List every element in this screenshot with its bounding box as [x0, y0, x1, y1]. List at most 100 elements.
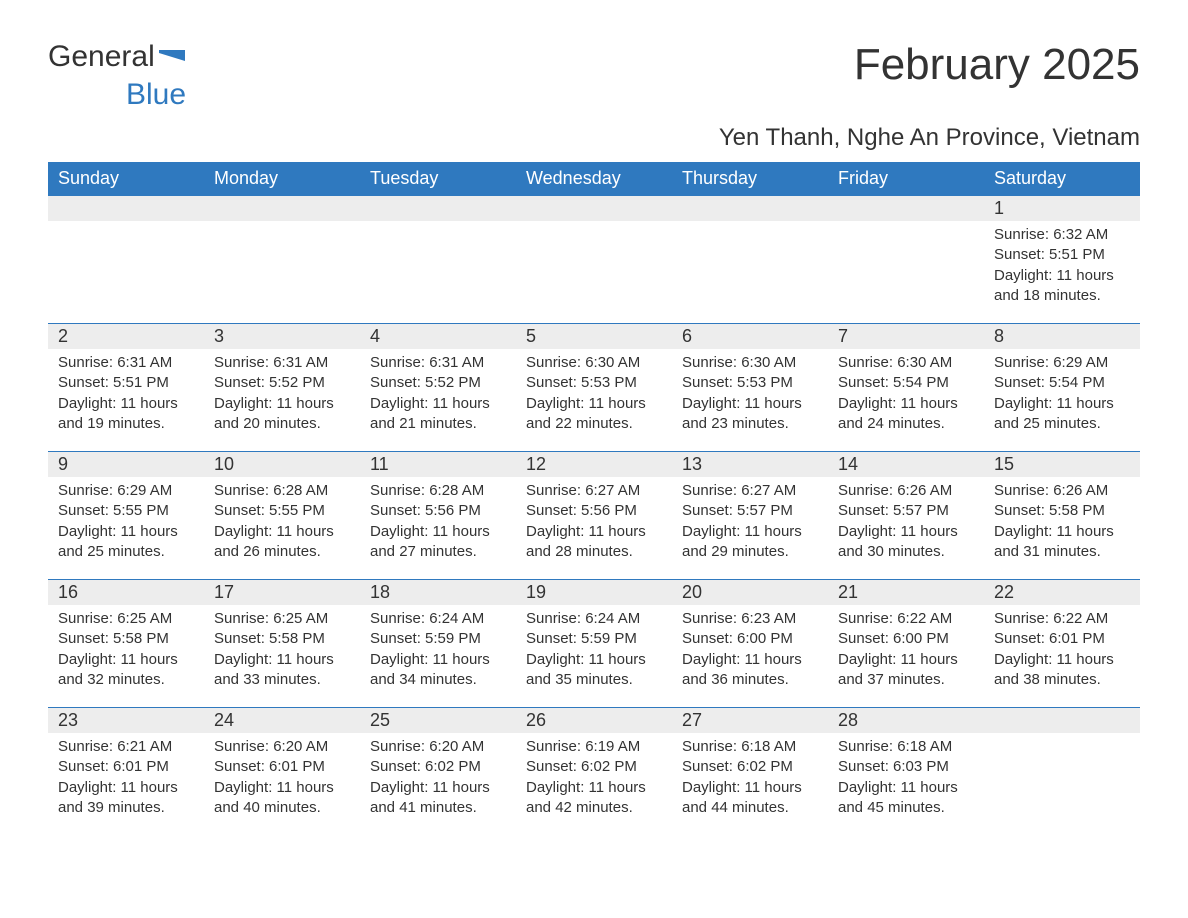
day-body: Sunrise: 6:29 AMSunset: 5:55 PMDaylight:…	[48, 477, 204, 572]
sunrise-line: Sunrise: 6:20 AM	[370, 737, 506, 757]
day-body: Sunrise: 6:19 AMSunset: 6:02 PMDaylight:…	[516, 733, 672, 828]
daylight-line: Daylight: 11 hours and 18 minutes.	[994, 266, 1130, 307]
sunset-line: Sunset: 6:02 PM	[526, 757, 662, 777]
day-number: 28	[828, 707, 984, 733]
weekday-header: Sunday	[48, 162, 204, 195]
calendar-cell: 1Sunrise: 6:32 AMSunset: 5:51 PMDaylight…	[984, 195, 1140, 323]
daylight-line: Daylight: 11 hours and 39 minutes.	[58, 778, 194, 819]
calendar-row: 23Sunrise: 6:21 AMSunset: 6:01 PMDayligh…	[48, 707, 1140, 835]
calendar-cell: 13Sunrise: 6:27 AMSunset: 5:57 PMDayligh…	[672, 451, 828, 579]
calendar-row: 9Sunrise: 6:29 AMSunset: 5:55 PMDaylight…	[48, 451, 1140, 579]
sunrise-line: Sunrise: 6:28 AM	[214, 481, 350, 501]
calendar-cell: 17Sunrise: 6:25 AMSunset: 5:58 PMDayligh…	[204, 579, 360, 707]
day-body	[516, 221, 672, 235]
calendar-row: 1Sunrise: 6:32 AMSunset: 5:51 PMDaylight…	[48, 195, 1140, 323]
flag-icon	[159, 47, 185, 67]
sunset-line: Sunset: 5:51 PM	[994, 245, 1130, 265]
sunset-line: Sunset: 5:58 PM	[58, 629, 194, 649]
calendar-cell	[360, 195, 516, 323]
daylight-line: Daylight: 11 hours and 25 minutes.	[58, 522, 194, 563]
sunset-line: Sunset: 5:54 PM	[838, 373, 974, 393]
sunset-line: Sunset: 6:00 PM	[838, 629, 974, 649]
sunrise-line: Sunrise: 6:21 AM	[58, 737, 194, 757]
calendar-cell: 5Sunrise: 6:30 AMSunset: 5:53 PMDaylight…	[516, 323, 672, 451]
day-body: Sunrise: 6:25 AMSunset: 5:58 PMDaylight:…	[204, 605, 360, 700]
location-subtitle: Yen Thanh, Nghe An Province, Vietnam	[48, 124, 1140, 152]
day-number	[672, 195, 828, 221]
daylight-line: Daylight: 11 hours and 36 minutes.	[682, 650, 818, 691]
day-body	[204, 221, 360, 235]
day-body: Sunrise: 6:30 AMSunset: 5:53 PMDaylight:…	[672, 349, 828, 444]
day-body: Sunrise: 6:29 AMSunset: 5:54 PMDaylight:…	[984, 349, 1140, 444]
sunrise-line: Sunrise: 6:18 AM	[838, 737, 974, 757]
day-number	[48, 195, 204, 221]
calendar-cell: 3Sunrise: 6:31 AMSunset: 5:52 PMDaylight…	[204, 323, 360, 451]
day-body: Sunrise: 6:26 AMSunset: 5:57 PMDaylight:…	[828, 477, 984, 572]
calendar-cell: 7 Sunrise: 6:30 AMSunset: 5:54 PMDaylight…	[828, 323, 984, 451]
daylight-line: Daylight: 11 hours and 20 minutes.	[214, 394, 350, 435]
sunset-line: Sunset: 5:52 PM	[214, 373, 350, 393]
day-body: Sunrise: 6:22 AMSunset: 6:00 PMDaylight:…	[828, 605, 984, 700]
day-body: Sunrise: 6:27 AMSunset: 5:57 PMDaylight:…	[672, 477, 828, 572]
sunrise-line: Sunrise: 6:23 AM	[682, 609, 818, 629]
sunrise-line: Sunrise: 6:26 AM	[838, 481, 974, 501]
calendar-cell: 11Sunrise: 6:28 AMSunset: 5:56 PMDayligh…	[360, 451, 516, 579]
sunrise-line: Sunrise: 6:25 AM	[58, 609, 194, 629]
brand-word1: General	[48, 40, 155, 74]
day-body	[48, 221, 204, 235]
calendar-row: 16Sunrise: 6:25 AMSunset: 5:58 PMDayligh…	[48, 579, 1140, 707]
calendar-cell: 21Sunrise: 6:22 AMSunset: 6:00 PMDayligh…	[828, 579, 984, 707]
sunset-line: Sunset: 6:01 PM	[58, 757, 194, 777]
sunrise-line: Sunrise: 6:30 AM	[838, 353, 974, 373]
day-number: 7	[828, 323, 984, 349]
day-number: 8	[984, 323, 1140, 349]
day-body: Sunrise: 6:23 AMSunset: 6:00 PMDaylight:…	[672, 605, 828, 700]
sunset-line: Sunset: 5:53 PM	[526, 373, 662, 393]
sunrise-line: Sunrise: 6:32 AM	[994, 225, 1130, 245]
day-number: 19	[516, 579, 672, 605]
weekday-header: Wednesday	[516, 162, 672, 195]
day-body: Sunrise: 6:26 AMSunset: 5:58 PMDaylight:…	[984, 477, 1140, 572]
calendar-cell: 2Sunrise: 6:31 AMSunset: 5:51 PMDaylight…	[48, 323, 204, 451]
day-number: 24	[204, 707, 360, 733]
day-number: 14	[828, 451, 984, 477]
calendar-row: 2Sunrise: 6:31 AMSunset: 5:51 PMDaylight…	[48, 323, 1140, 451]
day-number: 4	[360, 323, 516, 349]
daylight-line: Daylight: 11 hours and 24 minutes.	[838, 394, 974, 435]
day-body: Sunrise: 6:31 AMSunset: 5:52 PMDaylight:…	[204, 349, 360, 444]
daylight-line: Daylight: 11 hours and 25 minutes.	[994, 394, 1130, 435]
sunset-line: Sunset: 6:01 PM	[994, 629, 1130, 649]
daylight-line: Daylight: 11 hours and 31 minutes.	[994, 522, 1130, 563]
sunset-line: Sunset: 5:55 PM	[214, 501, 350, 521]
sunset-line: Sunset: 5:57 PM	[682, 501, 818, 521]
day-body: Sunrise: 6:25 AMSunset: 5:58 PMDaylight:…	[48, 605, 204, 700]
day-body: Sunrise: 6:28 AMSunset: 5:56 PMDaylight:…	[360, 477, 516, 572]
sunset-line: Sunset: 5:53 PM	[682, 373, 818, 393]
daylight-line: Daylight: 11 hours and 30 minutes.	[838, 522, 974, 563]
day-number: 6	[672, 323, 828, 349]
day-body: Sunrise: 6:24 AMSunset: 5:59 PMDaylight:…	[516, 605, 672, 700]
day-number	[984, 707, 1140, 733]
day-number: 22	[984, 579, 1140, 605]
day-body: Sunrise: 6:18 AMSunset: 6:03 PMDaylight:…	[828, 733, 984, 828]
daylight-line: Daylight: 11 hours and 45 minutes.	[838, 778, 974, 819]
calendar-cell: 16Sunrise: 6:25 AMSunset: 5:58 PMDayligh…	[48, 579, 204, 707]
daylight-line: Daylight: 11 hours and 34 minutes.	[370, 650, 506, 691]
weekday-header-row: SundayMondayTuesdayWednesdayThursdayFrid…	[48, 162, 1140, 195]
day-number: 2	[48, 323, 204, 349]
calendar-table: SundayMondayTuesdayWednesdayThursdayFrid…	[48, 162, 1140, 835]
day-number: 21	[828, 579, 984, 605]
sunrise-line: Sunrise: 6:27 AM	[526, 481, 662, 501]
sunrise-line: Sunrise: 6:24 AM	[370, 609, 506, 629]
calendar-cell: 15Sunrise: 6:26 AMSunset: 5:58 PMDayligh…	[984, 451, 1140, 579]
day-body	[672, 221, 828, 235]
daylight-line: Daylight: 11 hours and 19 minutes.	[58, 394, 194, 435]
sunset-line: Sunset: 6:02 PM	[682, 757, 818, 777]
sunset-line: Sunset: 5:59 PM	[526, 629, 662, 649]
sunset-line: Sunset: 5:56 PM	[370, 501, 506, 521]
day-number: 12	[516, 451, 672, 477]
daylight-line: Daylight: 11 hours and 44 minutes.	[682, 778, 818, 819]
day-body: Sunrise: 6:28 AMSunset: 5:55 PMDaylight:…	[204, 477, 360, 572]
day-number: 15	[984, 451, 1140, 477]
sunset-line: Sunset: 5:58 PM	[214, 629, 350, 649]
